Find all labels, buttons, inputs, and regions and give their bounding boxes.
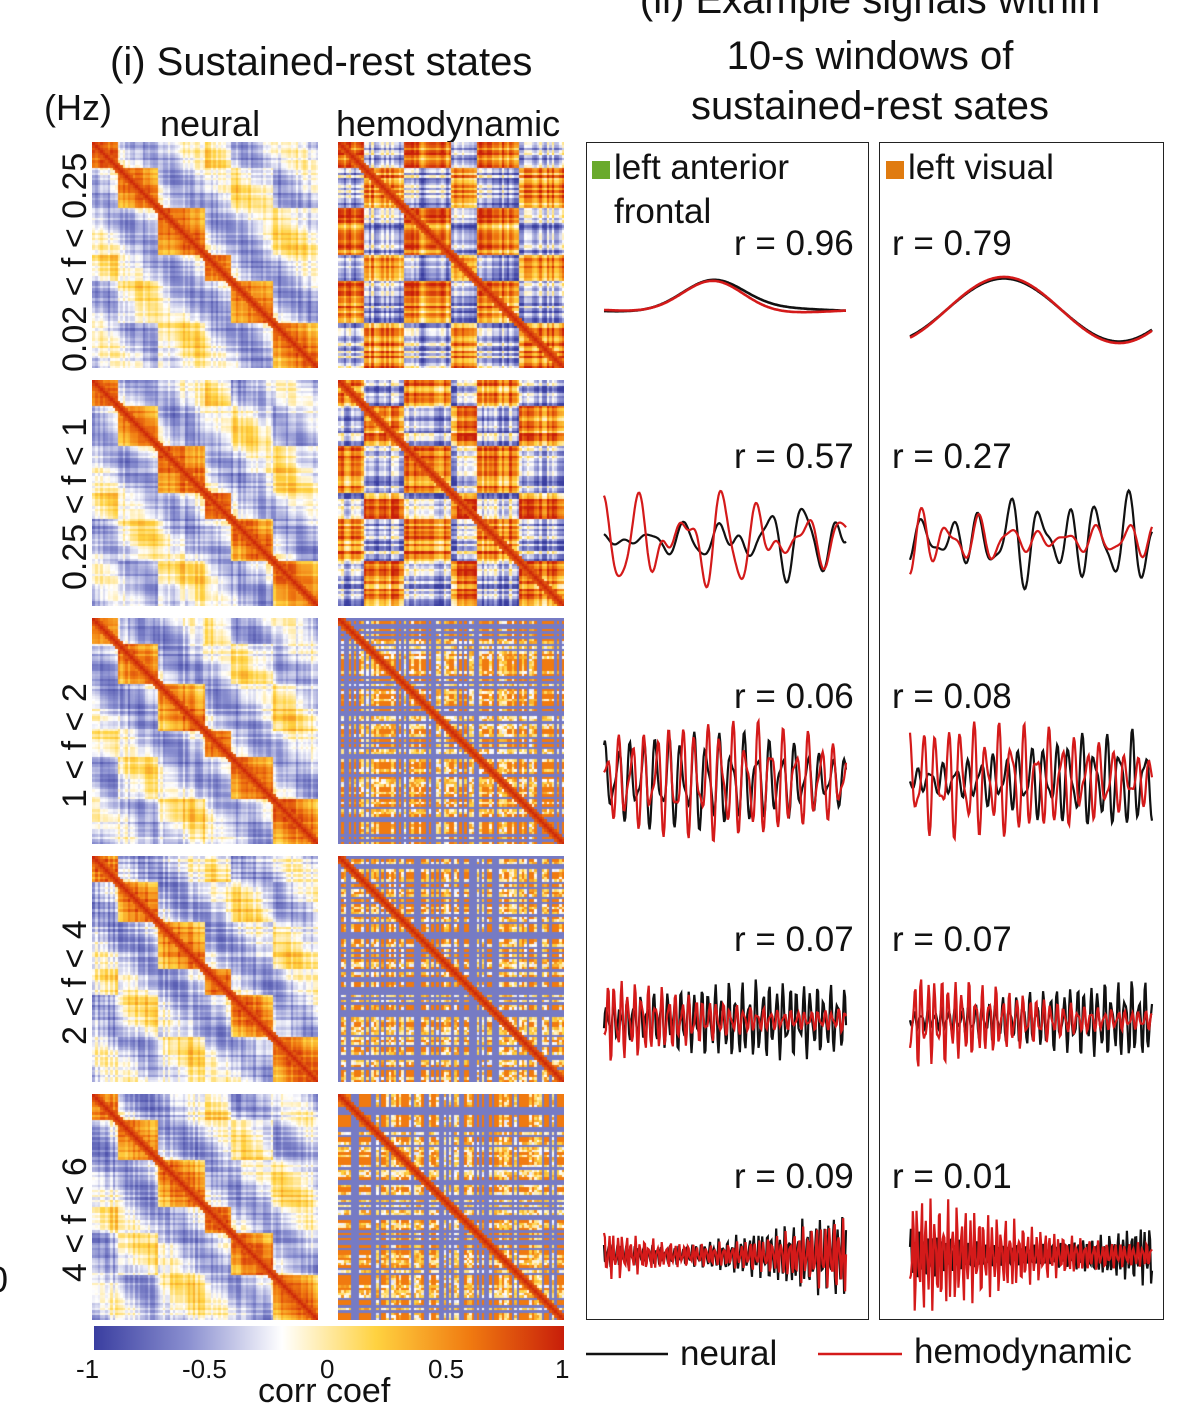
hemodynamic-trace-visual-band-5 xyxy=(908,1198,1153,1311)
heatmap-hemodynamic-band-2 xyxy=(338,380,564,606)
heatmap-neural-band-2 xyxy=(92,380,318,606)
left-edge-fragment: 0 xyxy=(0,1262,8,1298)
legend-hemodynamic-label: hemodynamic xyxy=(914,1332,1132,1371)
colorbar-tick-4: 0.5 xyxy=(428,1354,465,1384)
neural-trace-visual-band-3 xyxy=(908,728,1154,827)
region-frontal-line2: frontal xyxy=(614,192,712,231)
region-frontal-line1: left anterior xyxy=(614,148,790,187)
right-title-line1: (ii) Example signals within xyxy=(639,0,1101,22)
right-title-line3: sustained-rest sates xyxy=(691,84,1049,128)
legend-neural-label: neural xyxy=(680,1334,778,1373)
heatmap-neural-band-4 xyxy=(92,856,318,1082)
visual-swatch-icon xyxy=(886,160,904,179)
colorbar-tick-3: 0 xyxy=(320,1354,335,1384)
colorbar xyxy=(94,1326,564,1350)
frontal-swatch-icon xyxy=(592,160,610,179)
hemodynamic-trace-visual-band-2 xyxy=(909,506,1154,575)
colorbar-tick-1: -1 xyxy=(76,1354,100,1384)
hz-label: (Hz) xyxy=(44,87,112,128)
r-visual-band-2: r = 0.27 xyxy=(892,437,1012,476)
r-frontal-band-4: r = 0.07 xyxy=(734,920,854,959)
heatmap-hemodynamic-band-5 xyxy=(338,1094,564,1320)
heatmap-hemodynamic-band-3 xyxy=(338,618,564,844)
colorbar-tick-5: 1 xyxy=(555,1354,570,1384)
panel-visual xyxy=(879,142,1164,1320)
heatmap-neural-band-3 xyxy=(92,618,318,844)
right-title-line2: 10-s windows of xyxy=(726,34,1014,78)
region-visual-line1: left visual xyxy=(908,148,1054,187)
r-frontal-band-1: r = 0.96 xyxy=(734,224,854,263)
colorbar-label: corr coef xyxy=(258,1372,391,1410)
hemodynamic-trace-visual-band-3 xyxy=(908,720,1154,843)
r-visual-band-1: r = 0.79 xyxy=(892,224,1012,263)
r-visual-band-4: r = 0.07 xyxy=(892,920,1012,959)
heatmap-hemodynamic-band-4 xyxy=(338,856,564,1082)
hemodynamic-trace-visual-band-1 xyxy=(909,275,1153,345)
r-frontal-band-2: r = 0.57 xyxy=(734,437,854,476)
heatmap-neural-band-5 xyxy=(92,1094,318,1320)
heatmap-hemodynamic-band-1 xyxy=(338,142,564,368)
hemodynamic-trace-frontal-band-4 xyxy=(603,980,848,1061)
panel-frontal xyxy=(586,142,869,1320)
col-title-hemodynamic: hemodynamic xyxy=(336,103,561,144)
hemodynamic-trace-frontal-band-2 xyxy=(602,489,847,589)
r-visual-band-5: r = 0.01 xyxy=(892,1157,1012,1196)
hemodynamic-trace-frontal-band-3 xyxy=(603,717,848,843)
neural-trace-visual-band-2 xyxy=(908,488,1154,591)
hemodynamic-trace-frontal-band-1 xyxy=(603,279,846,314)
hemodynamic-trace-frontal-band-5 xyxy=(602,1218,848,1292)
heatmap-neural-band-1 xyxy=(92,142,318,368)
r-frontal-band-3: r = 0.06 xyxy=(734,677,854,716)
region-frontal-label: left anterior xyxy=(592,148,789,188)
col-title-neural: neural xyxy=(160,103,261,144)
left-title: (i) Sustained-rest states xyxy=(110,40,533,84)
hemodynamic-trace-visual-band-4 xyxy=(908,979,1153,1067)
region-visual-label: left visual xyxy=(886,148,1054,188)
r-frontal-band-5: r = 0.09 xyxy=(734,1157,854,1196)
colorbar-tick-2: -0.5 xyxy=(182,1354,227,1384)
r-visual-band-3: r = 0.08 xyxy=(892,677,1012,716)
neural-trace-frontal-band-2 xyxy=(603,507,847,584)
